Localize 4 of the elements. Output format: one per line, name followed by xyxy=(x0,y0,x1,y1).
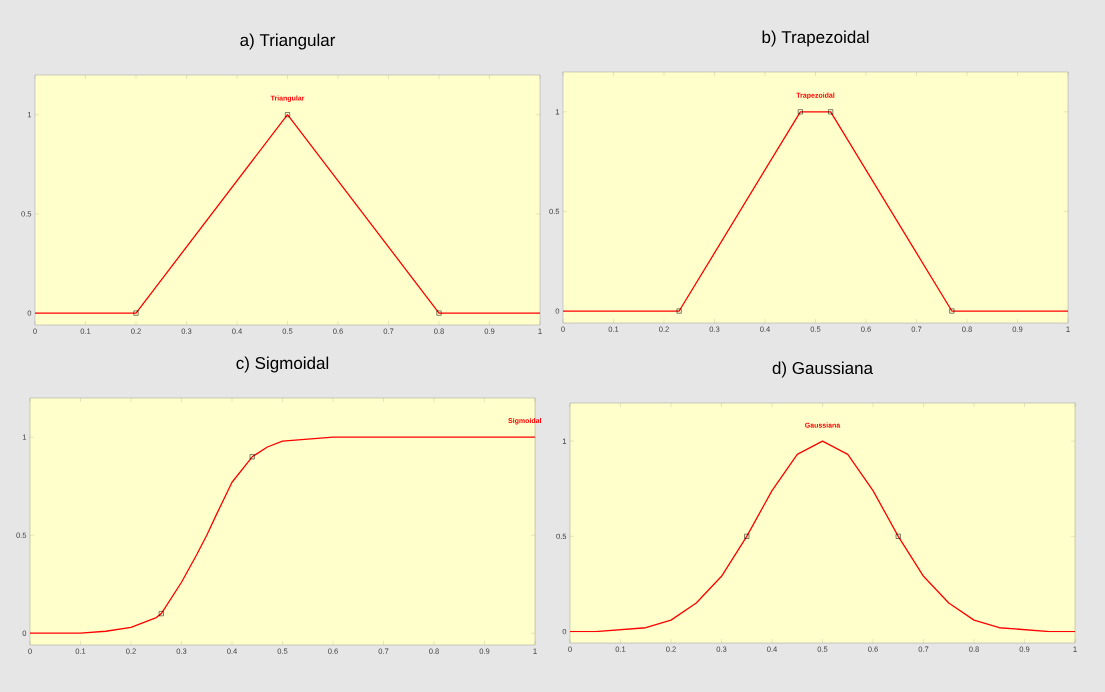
chart-title: b) Trapezoidal xyxy=(762,30,869,47)
chart-title: c) Sigmoidal xyxy=(236,356,329,373)
chart-title: d) Gaussiana xyxy=(772,361,874,378)
chart-title: a) Triangular xyxy=(240,33,336,50)
